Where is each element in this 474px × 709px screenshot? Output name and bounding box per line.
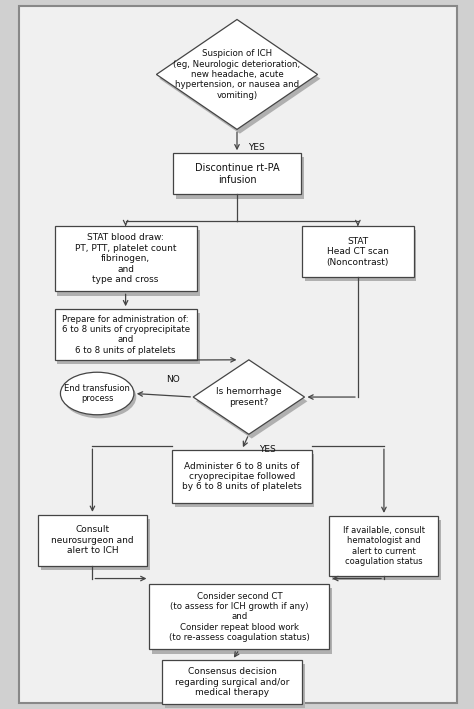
- FancyBboxPatch shape: [173, 153, 301, 194]
- Text: Administer 6 to 8 units of
cryoprecipitae followed
by 6 to 8 units of platelets: Administer 6 to 8 units of cryoprecipita…: [182, 462, 301, 491]
- FancyBboxPatch shape: [172, 450, 311, 503]
- FancyBboxPatch shape: [152, 588, 332, 654]
- Text: Consult
neurosurgeon and
alert to ICH: Consult neurosurgeon and alert to ICH: [51, 525, 134, 555]
- FancyBboxPatch shape: [302, 226, 413, 277]
- FancyBboxPatch shape: [38, 515, 147, 566]
- Text: Discontinue rt-PA
infusion: Discontinue rt-PA infusion: [195, 163, 279, 184]
- FancyBboxPatch shape: [332, 520, 441, 580]
- Polygon shape: [193, 360, 304, 434]
- FancyBboxPatch shape: [329, 516, 438, 576]
- Polygon shape: [159, 23, 320, 133]
- Text: If available, consult
hematologist and
alert to current
coagulation status: If available, consult hematologist and a…: [343, 526, 425, 566]
- Polygon shape: [156, 19, 318, 130]
- FancyBboxPatch shape: [55, 309, 197, 360]
- FancyBboxPatch shape: [174, 454, 314, 508]
- Polygon shape: [196, 364, 307, 438]
- Text: End transfusion
process: End transfusion process: [64, 384, 130, 403]
- Ellipse shape: [63, 376, 136, 418]
- Text: NO: NO: [166, 375, 180, 384]
- Text: Is hemorrhage
present?: Is hemorrhage present?: [216, 387, 282, 407]
- Text: YES: YES: [259, 445, 276, 454]
- Text: Consider second CT
(to assess for ICH growth if any)
and
Consider repeat blood w: Consider second CT (to assess for ICH gr…: [169, 591, 310, 642]
- FancyBboxPatch shape: [162, 660, 302, 704]
- FancyBboxPatch shape: [305, 230, 416, 281]
- FancyBboxPatch shape: [55, 226, 197, 291]
- Text: Suspicion of ICH
(eg, Neurologic deterioration,
new headache, acute
hypertension: Suspicion of ICH (eg, Neurologic deterio…: [173, 49, 301, 100]
- Text: STAT blood draw:
PT, PTT, platelet count
fibrinogen,
and
type and cross: STAT blood draw: PT, PTT, platelet count…: [75, 233, 176, 284]
- FancyBboxPatch shape: [19, 6, 457, 703]
- FancyBboxPatch shape: [149, 584, 329, 649]
- FancyBboxPatch shape: [57, 313, 200, 364]
- FancyBboxPatch shape: [176, 157, 304, 199]
- Text: Prepare for administration of:
6 to 8 units of cryoprecipitate
and
6 to 8 units : Prepare for administration of: 6 to 8 un…: [62, 315, 190, 354]
- FancyBboxPatch shape: [57, 230, 200, 296]
- FancyBboxPatch shape: [41, 519, 150, 570]
- Text: Consensus decision
regarding surgical and/or
medical therapy: Consensus decision regarding surgical an…: [175, 667, 290, 697]
- Text: YES: YES: [247, 143, 264, 152]
- Text: STAT
Head CT scan
(Noncontrast): STAT Head CT scan (Noncontrast): [327, 237, 389, 267]
- Ellipse shape: [60, 372, 134, 415]
- FancyBboxPatch shape: [165, 664, 305, 708]
